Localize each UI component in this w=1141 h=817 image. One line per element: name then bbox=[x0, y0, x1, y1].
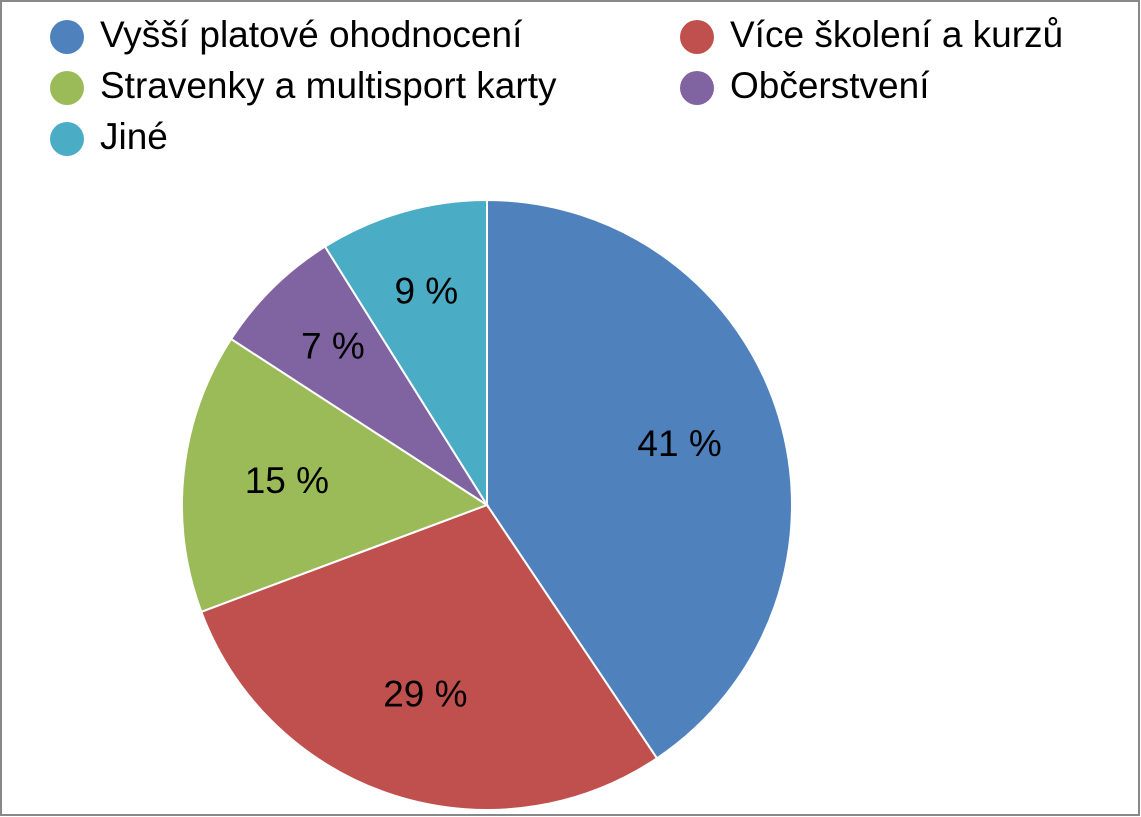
pie-slice bbox=[200, 503, 659, 811]
legend-swatch bbox=[50, 20, 84, 54]
pie-slice bbox=[486, 198, 793, 760]
legend-label: Stravenky a multisport karty bbox=[100, 65, 557, 106]
legend-swatch bbox=[680, 20, 714, 54]
data-label: 9 % bbox=[394, 271, 458, 312]
legend-label: Jiné bbox=[100, 116, 168, 157]
legend-swatch bbox=[50, 71, 84, 105]
legend-swatch bbox=[50, 122, 84, 156]
data-label: 29 % bbox=[383, 673, 467, 714]
pie-slice bbox=[323, 198, 488, 509]
pie-slice bbox=[229, 245, 488, 506]
legend-label: Vyšší platové ohodnocení bbox=[100, 14, 523, 55]
pie-slice bbox=[181, 337, 490, 614]
data-label: 41 % bbox=[637, 423, 721, 464]
data-label: 7 % bbox=[301, 325, 365, 366]
legend-label: Více školení a kurzů bbox=[730, 14, 1063, 55]
legend-swatch bbox=[680, 71, 714, 105]
legend-label: Občerstvení bbox=[730, 65, 930, 106]
data-label: 15 % bbox=[245, 460, 329, 501]
